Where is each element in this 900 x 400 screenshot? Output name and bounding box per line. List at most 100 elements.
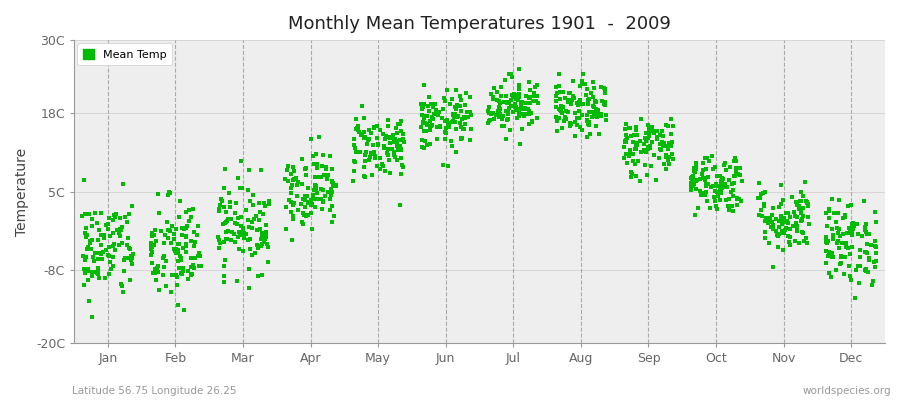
Point [628,160,643,167]
Point [549,97,563,104]
Point [620,160,634,166]
Point [387,149,401,156]
Point [769,228,783,234]
Point [252,199,266,206]
Point [366,142,381,148]
Point [799,235,814,242]
Point [285,212,300,219]
Point [184,238,198,244]
Point [144,242,158,249]
Point [586,79,600,85]
Point [99,222,113,228]
Point [256,239,271,245]
Point [623,125,637,131]
Point [796,229,810,235]
Point [770,215,784,222]
Point [219,229,233,235]
Point [836,214,850,221]
Point [580,116,595,123]
Point [287,200,302,206]
Point [181,276,195,283]
Point [313,196,328,202]
Point [583,90,598,96]
Point [764,224,778,230]
Point [147,232,161,238]
Point [446,112,461,118]
Point [449,149,464,155]
Point [324,189,338,195]
Point [709,181,724,187]
Point [639,172,653,179]
Point [148,227,162,233]
Point [81,268,95,274]
Point [304,200,319,207]
Point [89,268,104,275]
Point [618,139,633,145]
Point [295,180,310,187]
Point [123,246,138,252]
Point [730,195,744,201]
Point [591,131,606,138]
Point [416,119,430,126]
Point [716,184,730,190]
Point [776,218,790,225]
Point [176,267,190,274]
Point [126,251,140,258]
Point [775,220,789,227]
Point [237,230,251,236]
Point [647,130,662,137]
Point [231,234,246,241]
Point [572,96,587,103]
Point [78,234,93,240]
Point [498,76,512,83]
Point [586,103,600,109]
Point [626,171,640,177]
Point [783,226,797,233]
Point [217,238,231,245]
Point [724,203,739,210]
Point [563,120,578,126]
Point [792,240,806,246]
Point [114,282,129,289]
Point [824,254,839,260]
Point [714,179,728,185]
Point [308,204,322,211]
Point [843,202,858,208]
Point [706,165,720,172]
Point [457,121,472,127]
Point [756,203,770,209]
Point [456,126,471,132]
Point [165,223,179,229]
Point [442,124,456,130]
Point [688,186,703,192]
Point [727,173,742,179]
Point [482,110,496,116]
Point [726,208,741,214]
Point [257,203,272,210]
Point [583,131,598,138]
Point [305,153,320,160]
Point [529,82,544,89]
Point [499,108,513,114]
Point [145,249,159,256]
Point [765,219,779,225]
Point [724,188,738,195]
Point [832,261,847,267]
Point [699,197,714,204]
Point [386,139,400,146]
Point [293,200,308,207]
Point [367,153,382,160]
Point [278,204,293,210]
Point [665,139,680,145]
Point [770,232,785,238]
Point [833,252,848,259]
Point [637,141,652,148]
Point [694,192,708,198]
Point [499,136,513,142]
Point [858,249,872,256]
Point [630,140,644,146]
Point [650,128,664,134]
Point [791,202,806,209]
Point [351,123,365,130]
Point [92,250,106,256]
